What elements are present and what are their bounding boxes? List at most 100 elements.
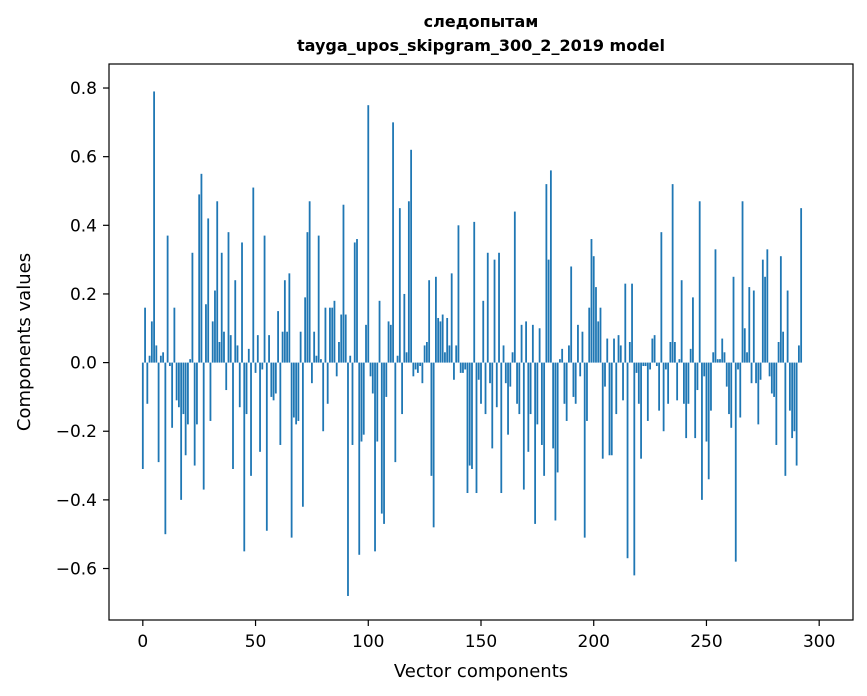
bar-252: [710, 362, 712, 411]
bar-2: [146, 362, 149, 404]
chart-title: следопытам: [424, 12, 539, 31]
bar-150: [480, 362, 482, 404]
bar-35: [220, 252, 223, 363]
bar-93: [351, 362, 354, 445]
bar-172: [529, 362, 532, 415]
bar-12: [168, 362, 171, 367]
bar-118: [407, 201, 410, 363]
bar-215: [626, 362, 629, 559]
bar-57: [270, 362, 273, 397]
bar-54: [263, 235, 266, 363]
bar-255: [716, 359, 719, 363]
bar-30: [209, 362, 212, 421]
x-tick-label: 250: [690, 632, 722, 652]
bar-84: [331, 307, 334, 363]
bar-0: [141, 362, 144, 469]
bar-286: [786, 290, 789, 363]
bar-288: [791, 362, 794, 439]
bar-273: [757, 362, 760, 425]
bar-200: [592, 256, 595, 363]
bar-32: [214, 290, 216, 363]
bar-176: [538, 328, 541, 363]
bar-250: [705, 362, 708, 442]
x-tick-label: 200: [578, 632, 610, 652]
bar-95: [356, 239, 358, 363]
bar-148: [475, 362, 478, 494]
bar-270: [750, 362, 753, 384]
bar-226: [651, 338, 654, 363]
bar-158: [498, 252, 500, 363]
bar-191: [572, 362, 575, 397]
bar-46: [245, 362, 248, 415]
bar-155: [491, 362, 494, 449]
bar-257: [721, 338, 724, 363]
bar-174: [534, 362, 537, 524]
bar-117: [405, 352, 408, 363]
bar-167: [518, 362, 521, 415]
bar-205: [604, 362, 606, 387]
bar-264: [737, 362, 739, 370]
bar-269: [748, 287, 751, 363]
bar-81: [324, 307, 327, 363]
bar-152: [484, 362, 487, 415]
bar-219: [635, 362, 638, 373]
bar-6: [155, 345, 158, 363]
bar-73: [306, 232, 309, 363]
bar-20: [187, 362, 189, 425]
y-tick-label: −0.6: [56, 560, 97, 580]
bar-86: [335, 362, 338, 377]
bar-173: [531, 324, 534, 363]
bar-67: [292, 362, 295, 418]
bar-171: [527, 362, 530, 452]
bar-66: [290, 362, 293, 538]
bar-196: [583, 362, 586, 538]
bar-228: [655, 362, 658, 367]
bar-166: [516, 362, 518, 404]
bar-92: [349, 355, 352, 363]
bar-194: [579, 362, 582, 377]
bar-110: [389, 324, 392, 363]
bar-19: [184, 362, 187, 456]
bar-249: [703, 362, 706, 377]
bar-236: [673, 342, 676, 363]
bar-233: [667, 362, 670, 404]
bar-262: [732, 276, 735, 363]
bar-74: [308, 201, 311, 363]
bar-284: [782, 331, 785, 363]
bar-291: [797, 345, 800, 363]
bar-188: [565, 362, 568, 421]
bar-282: [777, 342, 780, 363]
bar-207: [608, 362, 611, 456]
bar-162: [507, 362, 509, 435]
bar-10: [164, 362, 167, 535]
bar-65: [288, 273, 291, 363]
y-tick-label: −0.2: [56, 422, 97, 442]
bar-96: [358, 362, 361, 555]
bar-268: [746, 352, 748, 363]
bar-130: [435, 276, 437, 363]
bar-147: [473, 221, 476, 363]
bar-122: [416, 362, 419, 373]
bar-189: [568, 345, 570, 363]
bar-206: [606, 338, 609, 363]
bar-109: [387, 321, 390, 363]
bar-14: [173, 307, 176, 363]
bar-185: [559, 359, 561, 363]
bar-238: [678, 359, 681, 363]
bar-34: [218, 342, 221, 363]
bar-222: [642, 362, 645, 367]
bar-186: [561, 348, 564, 363]
bar-113: [396, 355, 399, 363]
bar-24: [196, 362, 198, 425]
bar-276: [764, 276, 766, 363]
bar-124: [421, 362, 424, 384]
bar-136: [448, 345, 451, 363]
bar-85: [333, 300, 336, 363]
bar-218: [633, 362, 636, 576]
bar-160: [502, 345, 505, 363]
bar-114: [398, 208, 401, 363]
bar-203: [599, 307, 602, 363]
bar-39: [229, 335, 232, 363]
bar-79: [320, 359, 322, 363]
